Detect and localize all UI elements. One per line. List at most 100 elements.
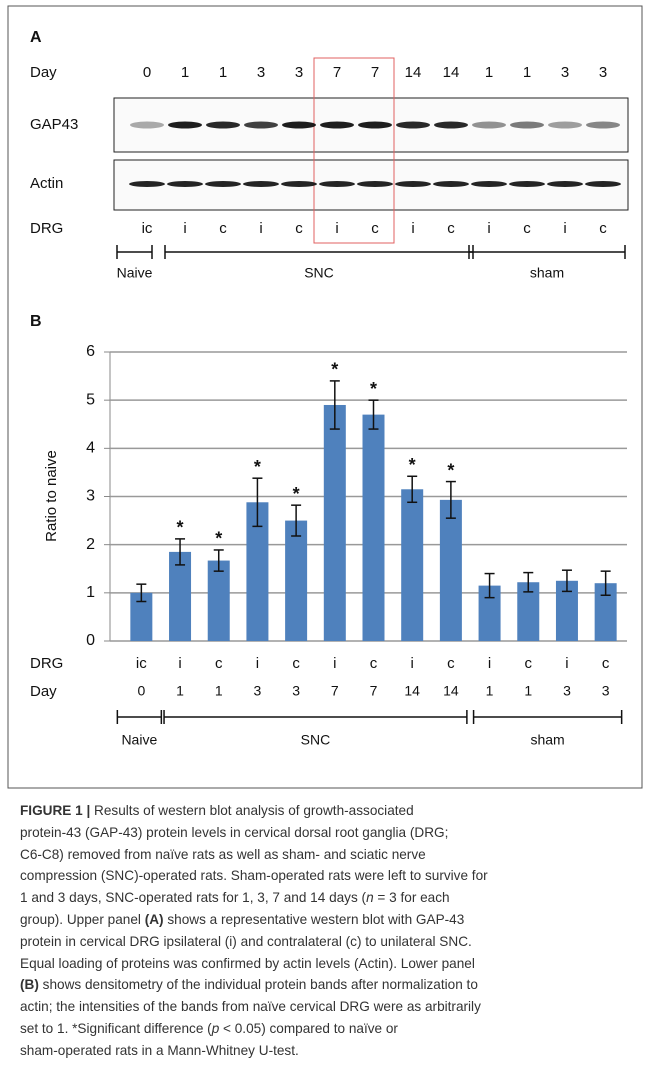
group-label: Naive <box>121 732 157 748</box>
caption-text: = 3 for each <box>374 890 450 905</box>
caption-text: C6-C8) removed from naïve rats as well a… <box>20 847 426 862</box>
x-tick-label: i <box>178 655 181 672</box>
lane-drg: c <box>447 220 455 237</box>
blot-band <box>167 181 203 187</box>
caption-text: actin; the intensities of the bands from… <box>20 999 481 1014</box>
caption-text: Results of western blot analysis of grow… <box>90 803 413 818</box>
caption-line: Equal loading of proteins was confirmed … <box>20 953 488 975</box>
y-tick-label: 2 <box>86 536 95 553</box>
group-label: SNC <box>301 732 331 748</box>
caption-line: set to 1. *Significant difference (p < 0… <box>20 1018 488 1040</box>
blot-band <box>471 181 507 187</box>
figure: A B Day GAP43 Actin DRG Ratio to naive D… <box>0 0 651 795</box>
row-label: DRG <box>30 220 63 237</box>
blot-band <box>357 181 393 187</box>
caption-text: set to 1. *Significant difference ( <box>20 1021 212 1036</box>
caption-text: shows a representative western blot with… <box>164 912 465 927</box>
bar <box>285 521 307 641</box>
x-tick-label: c <box>447 655 455 672</box>
lane-day: 14 <box>405 64 422 81</box>
bar <box>363 415 385 641</box>
page: A B Day GAP43 Actin DRG Ratio to naive D… <box>0 0 651 1085</box>
x-day-label: 1 <box>524 683 532 699</box>
group-label: sham <box>530 732 564 748</box>
x-tick-label: c <box>292 655 300 672</box>
lane-drg: i <box>259 220 262 237</box>
x-tick-label: i <box>565 655 568 672</box>
caption-text: protein in cervical DRG ipsilateral (i) … <box>20 934 472 949</box>
lane-day: 1 <box>219 64 227 81</box>
x-day-label: 14 <box>404 683 420 699</box>
x-tick-label: c <box>602 655 610 672</box>
lane-day: 7 <box>333 64 341 81</box>
x-tick-label: c <box>215 655 223 672</box>
row-label: Day <box>30 64 57 81</box>
caption: FIGURE 1 | Results of western blot analy… <box>20 800 488 1062</box>
blot-band <box>358 122 392 129</box>
caption-text: shows densitometry of the individual pro… <box>39 977 478 992</box>
caption-text: group). Upper panel <box>20 912 145 927</box>
blot-band <box>585 181 621 187</box>
blot-band <box>434 122 468 129</box>
caption-line: (B) shows densitometry of the individual… <box>20 974 488 996</box>
caption-text: (A) <box>145 912 164 927</box>
lane-day: 1 <box>523 64 531 81</box>
x-day-label: 14 <box>443 683 459 699</box>
blot-band <box>206 122 240 129</box>
significance: * <box>177 518 184 538</box>
caption-text: 1 and 3 days, SNC-operated rats for 1, 3… <box>20 890 366 905</box>
x-day-label: 7 <box>331 683 339 699</box>
caption-line: actin; the intensities of the bands from… <box>20 996 488 1018</box>
blot-band <box>548 122 582 129</box>
significance: * <box>409 455 416 475</box>
x-day-label: 1 <box>176 683 184 699</box>
y-axis-title: Ratio to naive <box>43 450 60 542</box>
lane-drg: c <box>295 220 303 237</box>
blot-band <box>509 181 545 187</box>
row-label: DRG <box>30 655 63 672</box>
lane-drg: i <box>487 220 490 237</box>
lane-day: 7 <box>371 64 379 81</box>
x-tick-label: i <box>333 655 336 672</box>
blot-band <box>586 122 620 129</box>
bar <box>208 561 230 641</box>
significance: * <box>293 484 300 504</box>
caption-line: 1 and 3 days, SNC-operated rats for 1, 3… <box>20 887 488 909</box>
significance: * <box>447 460 454 480</box>
x-tick-label: c <box>370 655 378 672</box>
bar <box>324 405 346 641</box>
x-day-label: 1 <box>215 683 223 699</box>
significance: * <box>331 360 338 380</box>
lane-drg: c <box>599 220 607 237</box>
lane-drg: ic <box>142 220 153 237</box>
caption-text: Equal loading of proteins was confirmed … <box>20 956 475 971</box>
lane-day: 3 <box>257 64 265 81</box>
lane-day: 1 <box>485 64 493 81</box>
lane-drg: c <box>219 220 227 237</box>
caption-line: protein-43 (GAP-43) protein levels in ce… <box>20 822 488 844</box>
x-day-label: 3 <box>563 683 571 699</box>
lane-day: 3 <box>295 64 303 81</box>
lane-day: 3 <box>561 64 569 81</box>
lane-day: 0 <box>143 64 151 81</box>
caption-text: (B) <box>20 977 39 992</box>
lane-drg: i <box>335 220 338 237</box>
group-label: Naive <box>117 265 153 281</box>
blot-band <box>547 181 583 187</box>
blot-band <box>129 181 165 187</box>
x-tick-label: i <box>488 655 491 672</box>
blot-band <box>244 122 278 129</box>
blot-band <box>243 181 279 187</box>
significance: * <box>370 379 377 399</box>
caption-text: < 0.05) compared to naïve or <box>219 1021 398 1036</box>
row-label: GAP43 <box>30 116 78 133</box>
significance: * <box>215 529 222 549</box>
x-tick-label: ic <box>136 655 147 672</box>
blot-band <box>396 122 430 129</box>
caption-line: FIGURE 1 | Results of western blot analy… <box>20 800 488 822</box>
caption-line: protein in cervical DRG ipsilateral (i) … <box>20 931 488 953</box>
caption-line: C6-C8) removed from naïve rats as well a… <box>20 844 488 866</box>
panel-label: A <box>30 29 42 46</box>
lane-drg: c <box>523 220 531 237</box>
x-day-label: 7 <box>370 683 378 699</box>
